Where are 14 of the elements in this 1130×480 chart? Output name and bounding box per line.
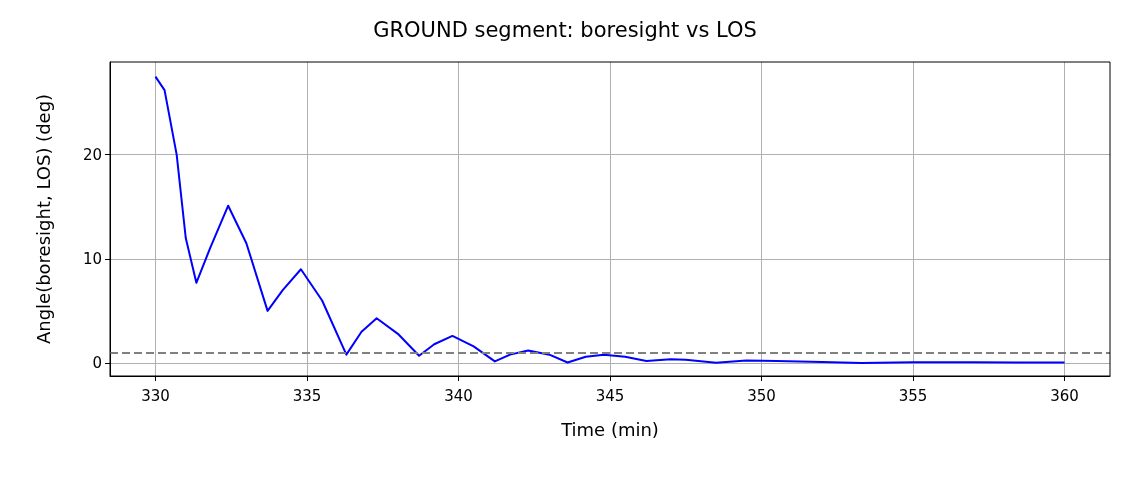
x-tick-label: 350: [747, 386, 776, 405]
chart-title: GROUND segment: boresight vs LOS: [373, 17, 757, 42]
x-tick-label: 360: [1050, 386, 1079, 405]
x-tick-label: 355: [898, 386, 928, 405]
x-tick-label: 340: [444, 386, 473, 405]
y-axis-title: Angle(boresight, LOS) (deg): [32, 93, 54, 345]
x-tick-label: 335: [292, 386, 322, 405]
x-tick-label: 345: [595, 386, 625, 405]
y-tick-label: 20: [82, 145, 102, 164]
x-axis-title: Time (min): [560, 418, 659, 440]
line-series: [154, 75, 1066, 364]
y-tick-label: 10: [82, 249, 102, 268]
x-tick-label: 330: [141, 386, 170, 405]
y-tick-label: 0: [92, 353, 102, 372]
